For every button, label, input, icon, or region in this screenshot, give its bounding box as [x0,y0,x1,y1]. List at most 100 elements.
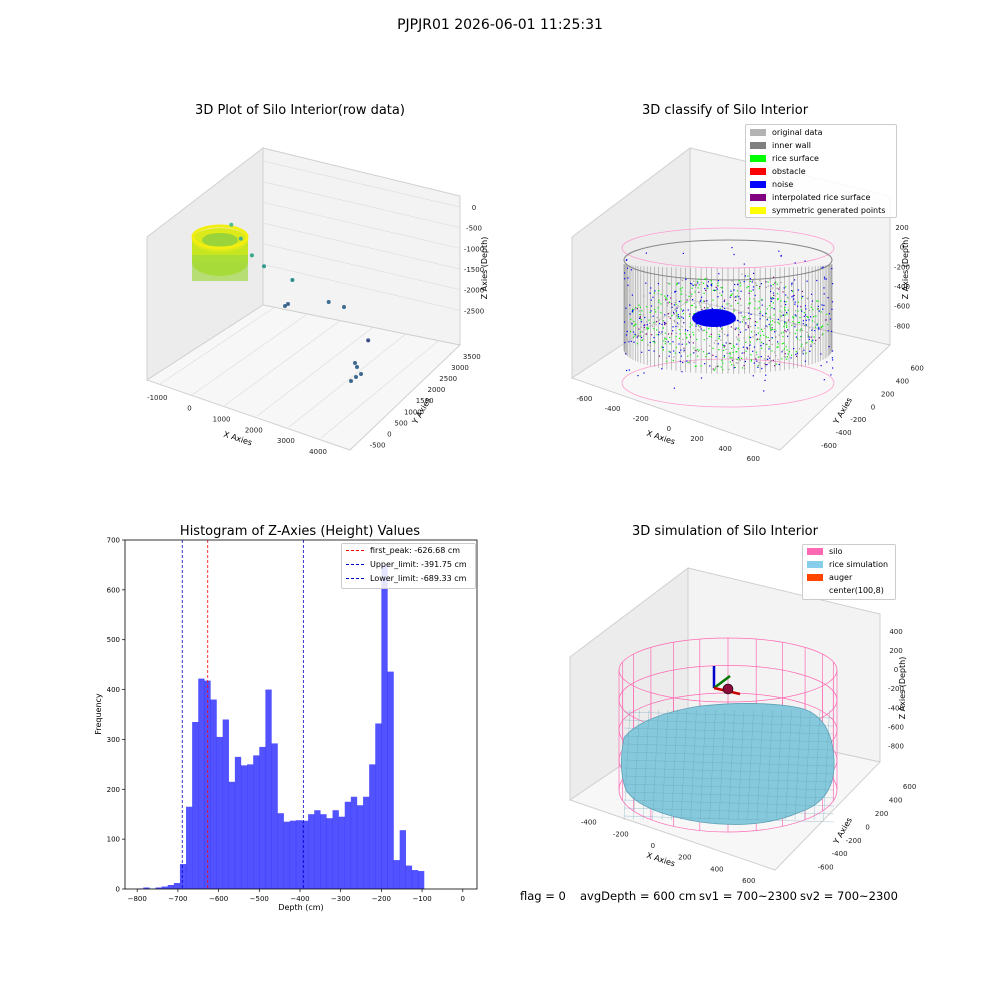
panel1-ytick: 1000 [404,408,422,416]
panel4-xlabel: X Axies [645,851,676,869]
panel4-rice-surface [621,703,835,825]
panel4-legend: silo rice simulation auger center(100,8) [802,544,896,600]
histogram-bar [405,865,413,889]
panel4-ytick: 200 [875,810,888,818]
panel1-ztick: -2500 [464,307,484,315]
histogram-bar [356,805,364,889]
panel2-ztick: 0 [900,244,904,252]
panel3-legend-entry: Upper_limit: -391.75 cm [346,560,467,569]
panel4-legend-entry: center(100,8) [807,586,884,595]
histogram-bar [198,678,205,889]
histogram-xlabel: Depth (cm) [278,903,323,912]
footer-flag: flag = 0 [520,889,566,903]
legend-label: rice simulation [829,560,889,569]
panel1-outlier-point [342,305,346,309]
panel3-title: Histogram of Z-Axies (Height) Values [179,524,421,539]
legend-label: auger [829,573,853,582]
legend-label: obstacle [772,167,806,176]
histogram-xtick: −500 [250,895,269,903]
histogram-reference-lines [181,540,304,889]
histogram-ytick: 200 [107,786,120,794]
panel1-outlier-point [355,365,359,369]
footer-sv1: sv1 = 700~2300 [699,889,797,903]
panel1-outlier-point [262,264,266,269]
panel1-ytick: 500 [394,419,407,427]
panel4-ytick: 400 [889,796,902,804]
panel4-ztick: -800 [888,743,904,751]
panel1-xtick: 2000 [245,426,263,434]
histogram-xtick: −800 [128,895,147,903]
histogram-bar [222,719,229,889]
histogram-xtick: −100 [412,895,431,903]
panel2-legend-entry: noise [750,180,793,189]
panel2-ytick: 0 [871,403,875,411]
legend-swatch [750,168,766,175]
panel1-outlier-point [326,300,331,304]
legend-label: interpolated rice surface [772,193,871,202]
panel2-legend-entry: original data [750,128,822,137]
panel2-legend-entry: interpolated rice surface [750,193,870,202]
histogram-bar [265,689,272,889]
panel4-xtick: -200 [613,830,629,838]
panel1-ytick: 3500 [463,353,481,361]
histogram-bar [247,764,254,889]
panel4-ytick: -400 [832,850,848,858]
panel1-ztick: 0 [472,204,476,212]
panel2-xtick: 0 [667,425,671,433]
histogram-frame [124,539,478,890]
legend-swatch [750,181,766,188]
panel1-outlier-point [238,236,243,241]
histogram-bar [216,736,223,889]
panel2-classified-points [624,247,834,392]
panel4-ztick: 200 [889,647,902,655]
panel2-ztick: 200 [895,224,908,232]
histogram-xtick: −400 [290,895,309,903]
panel1-outlier-point [229,222,234,227]
panel1-xtick: 3000 [277,437,295,445]
panel1-axes-box [145,146,462,451]
histogram-bar [155,887,162,889]
histogram-bars [137,564,425,889]
panel2-ytick: -200 [850,416,866,424]
histogram-ytick: 700 [107,537,120,545]
panel1-outlier-point [359,372,363,376]
legend-label: Lower_limit: -689.33 cm [370,574,467,583]
histogram-bar [399,830,406,889]
panel1-xtick: 1000 [213,415,231,423]
panel1-outlier-point [353,361,357,365]
footer-sv2: sv2 = 700~2300 [800,889,898,903]
histogram-ylabel: Frequency [94,693,103,735]
panel2-silo-wall [621,227,835,408]
histogram-bar [375,723,382,889]
histogram-bar [234,756,242,889]
panel4-ytick: -200 [846,837,862,845]
histogram-bar [320,814,327,889]
panel2-ztick: -400 [894,283,910,291]
panel4-title: 3D simulation of Silo Interior [632,524,818,539]
histogram-bar [314,810,321,889]
histogram-bar [228,781,236,889]
panel1-outlier-points [229,222,371,383]
legend-swatch [807,574,823,581]
footer-avg-depth: avgDepth = 600 cm [580,889,697,903]
histogram-ytick: 600 [107,586,120,594]
histogram-xtick: 0 [461,895,465,903]
panel2-xtick: -600 [576,395,592,403]
histogram-ytick: 0 [116,886,120,894]
panel2-ytick: 400 [896,378,909,386]
histogram-bar [363,796,370,889]
panel4-xtick: 400 [710,865,723,873]
panel2-legend-entry: rice surface [750,154,819,163]
panel1-zlabel: Z Axies (Depth) [480,237,489,300]
panel1-title: 3D Plot of Silo Interior(row data) [195,103,405,118]
panel2-xtick: 400 [718,445,731,453]
panel4-ytick: 600 [903,783,916,791]
legend-label: Upper_limit: -391.75 cm [370,560,467,569]
legend-label: inner wall [772,141,812,150]
histogram-bar [344,801,352,889]
histogram-ytick: 300 [107,736,120,744]
panel1-ytick: 2000 [428,386,446,394]
histogram-xtick: −700 [168,895,187,903]
panel2-xtick: 200 [690,435,703,443]
panel2-ytick: 200 [881,390,894,398]
